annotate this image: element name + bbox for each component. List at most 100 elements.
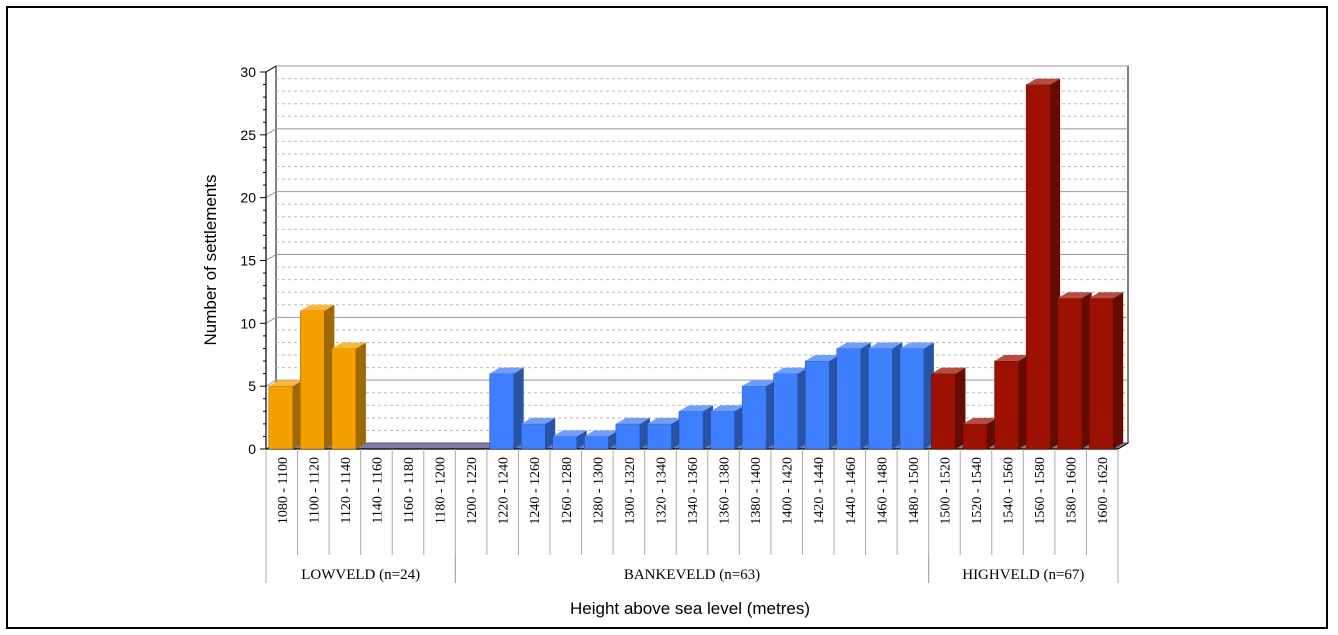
y-tick-label: 20: [240, 190, 256, 206]
bar-front: [331, 348, 357, 450]
axis-corner: [1117, 442, 1129, 450]
bar-top: [836, 342, 871, 349]
x-tick-label: 1320 - 1340: [654, 457, 669, 525]
bar-front: [868, 348, 893, 450]
bar: [931, 367, 966, 450]
x-tick-label: 1500 - 1520: [938, 457, 953, 525]
gridline-side: [265, 379, 277, 387]
y-tick-label: 30: [240, 64, 256, 80]
bar: [268, 380, 303, 450]
bar-top: [1026, 78, 1061, 85]
bar: [300, 304, 335, 450]
bar: [331, 342, 366, 450]
y-axis-title: Number of settlements: [201, 174, 220, 345]
bar: [962, 417, 997, 450]
bar-front: [615, 423, 641, 450]
bar-top: [331, 342, 366, 349]
bar-top: [300, 304, 335, 311]
bar-top: [868, 342, 903, 349]
bar-front: [962, 423, 988, 450]
x-tick-label: 1400 - 1420: [781, 457, 796, 525]
bar: [994, 355, 1029, 450]
bar: [489, 367, 524, 450]
x-tick-label: 1600 - 1620: [1096, 457, 1111, 525]
x-tick-label: 1140 - 1160: [370, 457, 385, 524]
bar: [899, 342, 934, 450]
bar-front: [647, 423, 672, 450]
bar-top: [994, 355, 1029, 362]
bar-front: [710, 411, 735, 450]
bar-front: [1025, 84, 1051, 450]
x-tick-label: 1580 - 1600: [1065, 457, 1080, 525]
bar-top: [710, 405, 745, 412]
bar: [647, 417, 682, 450]
x-tick-label: 1460 - 1480: [875, 457, 890, 525]
x-tick-label: 1520 - 1540: [970, 457, 985, 525]
y-tick-label: 5: [248, 378, 256, 394]
x-tick-label: 1240 - 1260: [528, 457, 543, 525]
x-tick-label: 1360 - 1380: [718, 457, 733, 525]
bar-top: [268, 380, 303, 387]
gridline-side: [265, 191, 277, 199]
bar-side: [1113, 292, 1124, 449]
bar-top: [773, 367, 808, 374]
bar: [1088, 292, 1124, 450]
bar: [678, 405, 713, 450]
bar: [836, 342, 871, 450]
x-tick-label: 1220 - 1240: [497, 457, 512, 525]
axis-corner: [265, 65, 277, 73]
bar-top: [489, 367, 524, 374]
x-tick-label: 1200 - 1220: [465, 457, 480, 525]
x-tick-label: 1180 - 1200: [434, 457, 449, 524]
bar-front: [741, 385, 767, 450]
bar: [552, 430, 587, 450]
bar-front: [268, 385, 294, 450]
bar-front: [678, 411, 704, 450]
bar-top: [931, 367, 966, 374]
bar-front: [1088, 297, 1114, 450]
x-axis-title: Height above sea level (metres): [570, 599, 810, 618]
bar-front: [552, 436, 578, 450]
x-tick-label: 1420 - 1440: [812, 457, 827, 525]
bar: [520, 417, 556, 450]
bar-front: [584, 436, 609, 450]
bar-front: [804, 360, 830, 450]
x-tick-label: 1440 - 1460: [844, 457, 859, 525]
bar-front: [520, 423, 546, 450]
gridline-side: [265, 316, 277, 324]
bar: [1057, 292, 1092, 450]
x-tick-label: 1540 - 1560: [1002, 457, 1017, 525]
bar-front: [899, 348, 925, 450]
y-tick-label: 25: [240, 127, 256, 143]
y-tick-label: 10: [240, 315, 256, 331]
y-tick-label: 15: [240, 253, 256, 269]
gridline-side: [265, 254, 277, 261]
bar: [710, 405, 745, 450]
bar-front: [773, 373, 798, 450]
bar-top: [521, 417, 556, 424]
bar: [804, 355, 840, 450]
bar-top: [963, 417, 997, 424]
category-table: [265, 449, 1119, 555]
bar-top: [615, 417, 650, 424]
group-label: BANKEVELD (n=63): [624, 567, 760, 583]
bar-top: [679, 405, 713, 412]
bar-side: [355, 342, 366, 449]
y-tick-label: 0: [248, 441, 256, 457]
bar: [868, 342, 903, 450]
bar-front: [931, 373, 956, 450]
bar: [1025, 78, 1061, 450]
x-tick-label: 1260 - 1280: [560, 457, 575, 525]
x-tick-label: 1100 - 1120: [307, 457, 322, 524]
x-tick-label: 1560 - 1580: [1033, 457, 1048, 525]
bar-top: [805, 355, 840, 362]
x-tick-label: 1160 - 1180: [402, 457, 417, 524]
bar-top: [584, 430, 619, 437]
bar: [615, 417, 650, 450]
x-tick-label: 1340 - 1360: [686, 457, 701, 525]
gridline-side: [265, 128, 277, 136]
group-label: LOWVELD (n=24): [301, 567, 420, 583]
x-tick-label: 1300 - 1320: [623, 457, 638, 525]
bar: [773, 367, 808, 450]
